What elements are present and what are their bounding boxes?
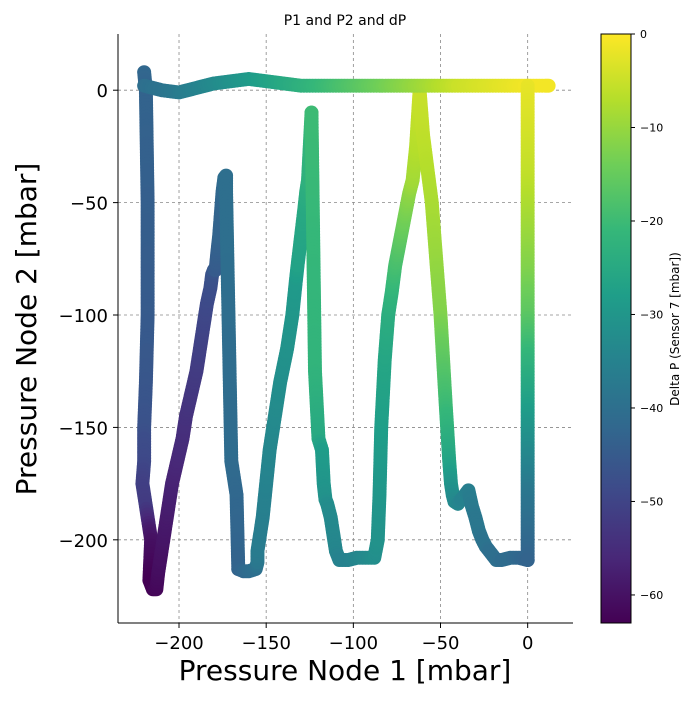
y-tick-label: 0 bbox=[97, 81, 108, 102]
x-tick-label: −200 bbox=[154, 633, 203, 654]
colorbar-tick-label: −50 bbox=[640, 495, 663, 508]
x-tick-label: −100 bbox=[329, 633, 378, 654]
y-axis-label: Pressure Node 2 [mbar] bbox=[10, 163, 43, 496]
colorbar-label: Delta P (Sensor 7 [mbar]) bbox=[668, 252, 682, 406]
colorbar-tick-label: −60 bbox=[640, 589, 663, 602]
chart-title: P1 and P2 and dP bbox=[284, 13, 407, 29]
axes bbox=[117, 34, 573, 624]
colorbar-ticks: 0 −10 −20 −30 −40 −50 −60 bbox=[631, 28, 663, 602]
colorbar-tick-label: −30 bbox=[640, 308, 663, 321]
y-tick-label: −200 bbox=[59, 531, 108, 552]
y-tick-label: −150 bbox=[59, 418, 108, 439]
colorbar-tick-label: −20 bbox=[640, 215, 663, 228]
x-tick-label: −50 bbox=[422, 633, 460, 654]
y-tick-label: −100 bbox=[59, 306, 108, 327]
data-point bbox=[541, 78, 556, 93]
data-points bbox=[135, 65, 556, 597]
x-axis-ticks: −200 −150 −100 −50 0 bbox=[154, 623, 533, 654]
colorbar-tick-label: −40 bbox=[640, 402, 663, 415]
colorbar: 0 −10 −20 −30 −40 −50 −60 Delta P (Sensor 7 [m… bbox=[600, 28, 682, 624]
x-tick-label: −150 bbox=[241, 633, 290, 654]
colorbar-gradient bbox=[600, 33, 632, 624]
y-axis-ticks: 0 −50 −100 −150 −200 bbox=[59, 81, 118, 552]
x-tick-label: 0 bbox=[522, 633, 533, 654]
data-point bbox=[520, 553, 535, 568]
colorbar-tick-label: 0 bbox=[640, 28, 647, 41]
colorbar-tick-label: −10 bbox=[640, 121, 663, 134]
y-tick-label: −50 bbox=[70, 194, 108, 215]
x-axis-label: Pressure Node 1 [mbar] bbox=[179, 654, 512, 687]
